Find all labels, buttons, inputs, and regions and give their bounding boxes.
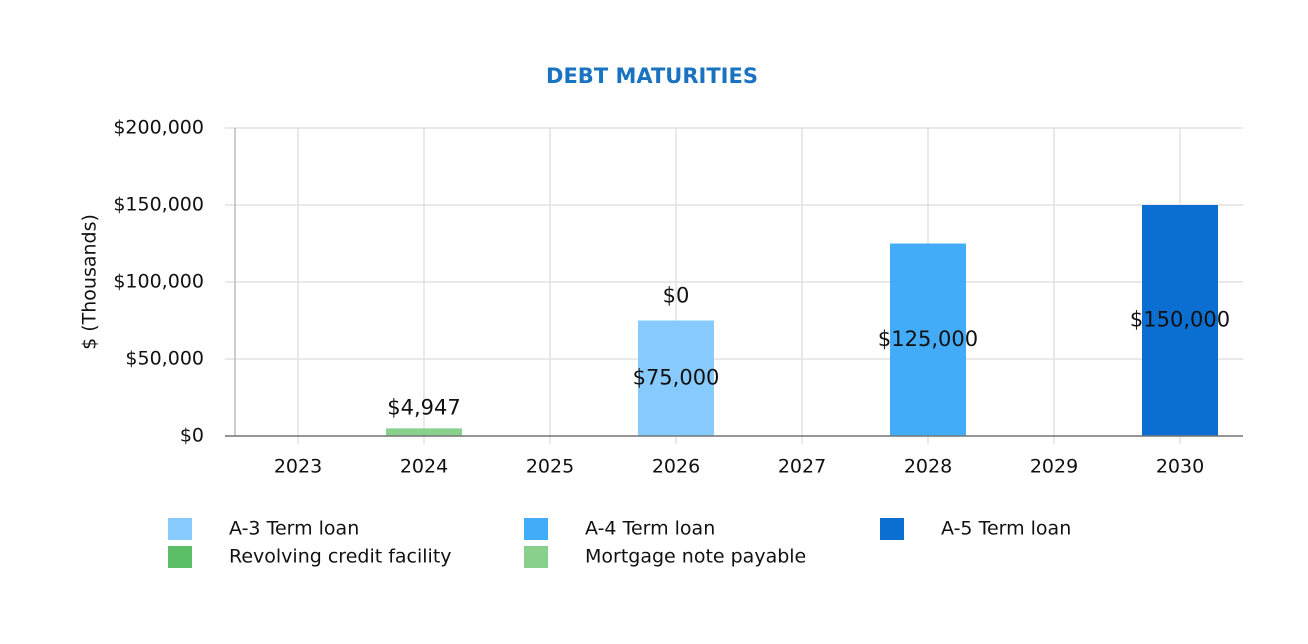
legend-swatch — [880, 518, 904, 540]
legend-swatch — [524, 546, 548, 568]
legend-swatch — [168, 518, 192, 540]
x-tick-label: 2028 — [904, 456, 952, 478]
y-tick-label: $200,000 — [113, 117, 204, 139]
x-tick-label: 2023 — [274, 456, 322, 478]
x-tick-label: 2030 — [1156, 456, 1204, 478]
data-label: $150,000 — [1130, 308, 1230, 332]
x-tick-label: 2026 — [652, 456, 700, 478]
chart-title: DEBT MATURITIES — [546, 64, 758, 88]
x-tick-label: 2027 — [778, 456, 826, 478]
data-label: $4,947 — [387, 395, 460, 419]
legend-label: Revolving credit facility — [229, 546, 452, 568]
y-tick-label: $50,000 — [125, 348, 204, 370]
data-label: $0 — [663, 284, 690, 308]
bar — [890, 243, 966, 436]
y-tick-label: $0 — [180, 425, 204, 447]
bar — [638, 320, 714, 436]
y-tick-label: $100,000 — [113, 271, 204, 293]
x-tick-label: 2024 — [400, 456, 448, 478]
legend-swatch — [524, 518, 548, 540]
data-label: $125,000 — [878, 327, 978, 351]
bar — [386, 428, 462, 436]
legend-swatch — [168, 546, 192, 568]
x-tick-label: 2025 — [526, 456, 574, 478]
legend-label: A-3 Term loan — [229, 518, 359, 540]
legend-label: A-4 Term loan — [585, 518, 715, 540]
y-axis-label: $ (Thousands) — [79, 214, 101, 350]
legend-label: Mortgage note payable — [585, 546, 806, 568]
bar — [1142, 205, 1218, 436]
legend-label: A-5 Term loan — [941, 518, 1071, 540]
data-label: $75,000 — [633, 365, 720, 389]
x-tick-label: 2029 — [1030, 456, 1078, 478]
y-tick-label: $150,000 — [113, 194, 204, 216]
